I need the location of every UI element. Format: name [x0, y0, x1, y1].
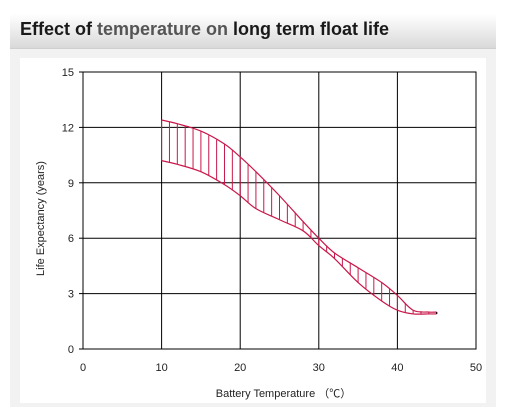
plot-border: [82, 71, 477, 350]
lower-bound-line: [161, 160, 437, 315]
x-tick-label-20: 20: [234, 362, 246, 374]
x-tick-label-50: 50: [470, 362, 482, 374]
y-tick-label-15: 15: [62, 67, 74, 79]
title-part-2: temperature on: [97, 19, 234, 39]
chart-header: Effect of temperature on long term float…: [10, 14, 496, 49]
title-part-1: Effect of: [20, 19, 98, 39]
y-axis-label: Life Expectancy (years): [35, 161, 47, 276]
upper-bound-line: [161, 119, 437, 313]
chart-title: Effect of temperature on long term float…: [20, 19, 389, 40]
y-tick-label-6: 6: [68, 233, 74, 245]
y-tick-label-9: 9: [68, 178, 74, 190]
x-axis-label: Battery Temperature （℃）: [216, 387, 352, 400]
y-tick-label-3: 3: [68, 289, 74, 301]
title-part-3: long term float life: [233, 19, 390, 39]
x-tick-label-10: 10: [155, 362, 167, 374]
x-tick-label-40: 40: [391, 362, 403, 374]
x-tick-label-30: 30: [313, 362, 325, 374]
x-tick-label-0: 0: [80, 362, 86, 374]
y-tick-label-12: 12: [62, 122, 74, 134]
y-tick-label-0: 0: [68, 344, 74, 356]
